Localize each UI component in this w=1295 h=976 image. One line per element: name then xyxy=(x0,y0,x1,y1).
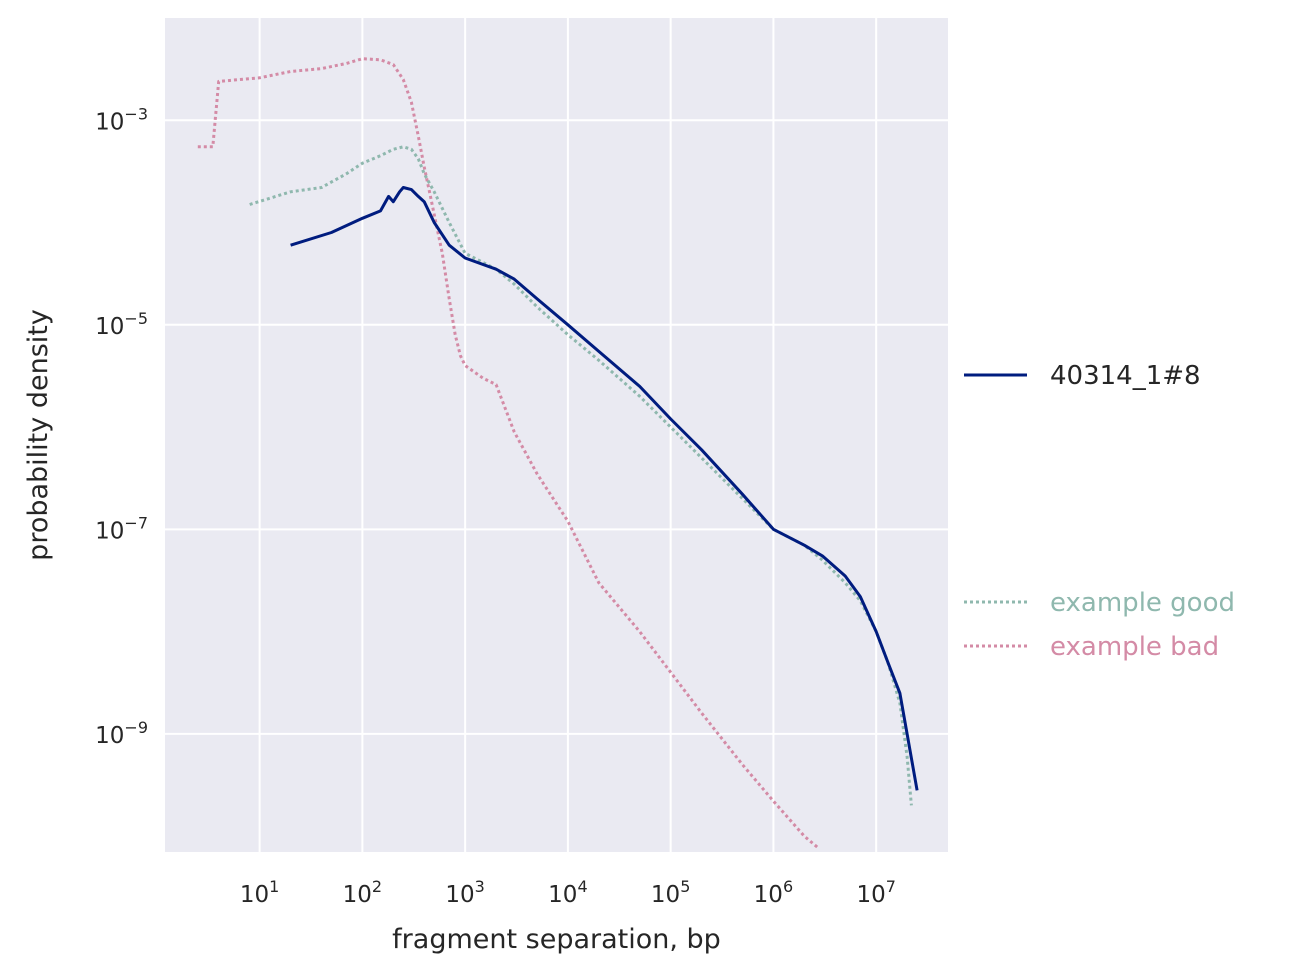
y-tick-label: 10−3 xyxy=(95,104,148,135)
x-tick-label: 107 xyxy=(856,877,895,908)
x-tick-label: 106 xyxy=(754,877,793,908)
series-lines xyxy=(197,57,919,851)
x-tick-label: 104 xyxy=(548,877,587,908)
legend-label-0: 40314_1#8 xyxy=(1050,361,1201,391)
series-line-1 xyxy=(249,145,913,806)
x-tick-label: 105 xyxy=(651,877,690,908)
x-axis-label: fragment separation, bp xyxy=(392,924,721,955)
legend-label-1: example good xyxy=(1050,588,1235,618)
series-line-2 xyxy=(197,57,821,851)
y-tick-label: 10−5 xyxy=(95,309,148,340)
x-tick-label: 101 xyxy=(240,877,279,908)
series-line-0 xyxy=(290,186,919,791)
y-tick-label: 10−7 xyxy=(95,513,148,544)
x-tick-label: 103 xyxy=(445,877,484,908)
x-axis-ticks: 101 102 103 104 105 106 107 xyxy=(240,877,896,908)
x-tick-label: 102 xyxy=(343,877,382,908)
legend-label-2: example bad xyxy=(1050,632,1219,662)
plot-area xyxy=(165,18,948,852)
y-axis-ticks: 10−3 10−5 10−7 10−9 xyxy=(95,104,148,749)
y-tick-label: 10−9 xyxy=(95,718,148,749)
y-axis-label: probability density xyxy=(23,309,54,561)
